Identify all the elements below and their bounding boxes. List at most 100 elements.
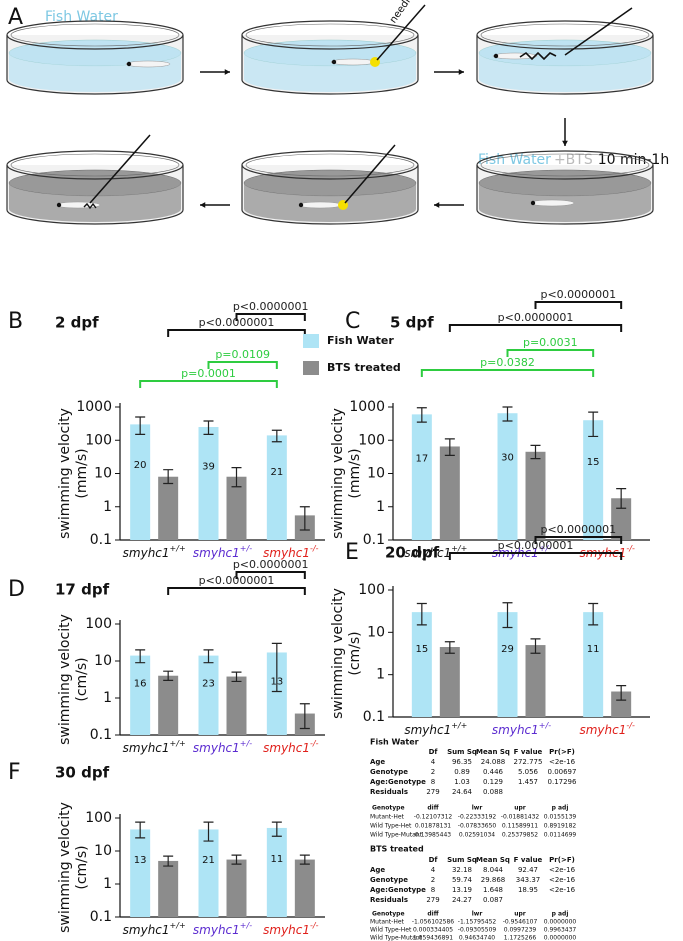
y-axis-label: (cm/s) [74, 845, 90, 889]
y-tick-label: 0.1 [90, 727, 112, 743]
p-value: p=0.0382 [480, 356, 535, 369]
category-sup: +/- [240, 739, 252, 748]
table-cell: -0.12107312 [414, 814, 453, 821]
table-cell: 0.25379852 [502, 832, 538, 839]
bar [525, 451, 546, 540]
y-tick-label: 0.1 [363, 532, 385, 548]
bar [411, 612, 432, 717]
p-value: p<0.0000001 [233, 300, 309, 313]
table-cell: 279 [426, 896, 439, 904]
bracket [139, 380, 278, 388]
category: smyhc1 [404, 723, 451, 737]
water-side [244, 53, 416, 92]
table-cell: -0.01881432 [501, 814, 540, 821]
table-cell: -1.15795452 [458, 919, 497, 926]
bar [411, 414, 432, 540]
table-cell: 0.8919182 [544, 823, 577, 830]
bar [497, 413, 518, 540]
table-cell: 59.74 [452, 876, 473, 884]
table-cell: 1.03 [454, 778, 470, 786]
y-tick-label: 0.1 [90, 532, 112, 548]
legend-label: BTS treated [327, 361, 401, 374]
legend-label: Fish Water [327, 334, 394, 347]
table-cell: Residuals [370, 788, 408, 796]
table-cell: 0.087 [483, 896, 503, 904]
p-value: p<0.0000001 [498, 539, 574, 552]
dish-rim [241, 20, 419, 50]
dish-rim-inner [10, 153, 180, 177]
count-label: 13 [270, 676, 283, 687]
y-axis-label: swimming velocity [330, 408, 346, 539]
chart-title: 20 dpf [385, 544, 440, 562]
x-tick-label: smyhc1+/+ [123, 921, 186, 937]
fish [330, 58, 376, 66]
table-cell: 24.27 [452, 896, 472, 904]
table-header: Df [429, 748, 439, 756]
y-tick-label: 10 [367, 466, 385, 482]
error-bar [588, 411, 599, 438]
panel-letter: A [8, 5, 23, 30]
category: smyhc1 [492, 723, 539, 737]
table-cell: -1.056102586 [412, 919, 454, 926]
table-header: lwr [472, 805, 483, 812]
count-label: 23 [202, 678, 215, 689]
error-bar [163, 855, 174, 867]
bracket [235, 313, 306, 321]
bar [439, 647, 460, 717]
table-header: p adj [552, 911, 569, 918]
x-tick-label: smyhc1-/- [263, 921, 318, 937]
table-header: F value [514, 748, 543, 756]
table-cell: Mutant-Het [370, 814, 405, 821]
table-cell: Mutant-Het [370, 919, 405, 926]
bracket [534, 301, 623, 309]
table-cell: 2 [431, 876, 435, 884]
error-bar [588, 602, 599, 626]
arrow-head [224, 69, 230, 75]
error-bar [271, 642, 282, 693]
bracket [167, 587, 306, 595]
y-tick-label: 0.1 [90, 909, 112, 925]
table-cell: 8 [431, 778, 435, 786]
category-sup: +/+ [170, 921, 186, 930]
category: smyhc1 [579, 723, 626, 737]
category-sup: +/+ [170, 739, 186, 748]
table-cell: Wild Type-Mutant [370, 832, 423, 839]
bracket [506, 349, 595, 357]
error-bar [416, 407, 427, 423]
table-cell: <2e-16 [549, 758, 576, 766]
y-tick-label: 1 [376, 499, 385, 515]
table-cell: Age [370, 758, 385, 766]
p-value: p<0.0000001 [498, 311, 574, 324]
dish-rim [6, 150, 184, 180]
table-cell: -0.09305509 [458, 927, 497, 934]
table-header: Genotype [372, 805, 405, 812]
bar [198, 427, 219, 540]
water [8, 169, 182, 197]
bar [158, 860, 179, 917]
x-tick-label: smyhc1+/- [193, 921, 252, 937]
error-bar [231, 854, 242, 865]
table-cell: 0.000334405 [413, 927, 453, 934]
category-sup: +/+ [451, 544, 467, 553]
category: smyhc1 [123, 923, 170, 937]
category-sup: +/+ [170, 544, 186, 553]
y-axis-label: (mm/s) [74, 448, 90, 498]
table-header: Df [429, 856, 439, 864]
error-bar [616, 488, 627, 509]
table-cell: -0.07833650 [458, 823, 497, 830]
error-bar [530, 638, 541, 654]
category: smyhc1 [263, 923, 310, 937]
chart-title: 17 dpf [55, 581, 110, 599]
table-cell: 4 [431, 758, 436, 766]
table-header: diff [427, 805, 438, 812]
bracket [420, 369, 595, 377]
p-value: p<0.0000001 [233, 558, 309, 571]
y-axis-label: (cm/s) [74, 657, 90, 701]
bracket [207, 361, 278, 369]
table-cell: 0.0000000 [544, 935, 577, 941]
label: +BTS [554, 152, 593, 168]
water-side [479, 53, 651, 92]
table-cell: 0.00697 [548, 768, 577, 776]
y-axis-label: swimming velocity [330, 588, 346, 719]
arrow-head [200, 202, 206, 208]
